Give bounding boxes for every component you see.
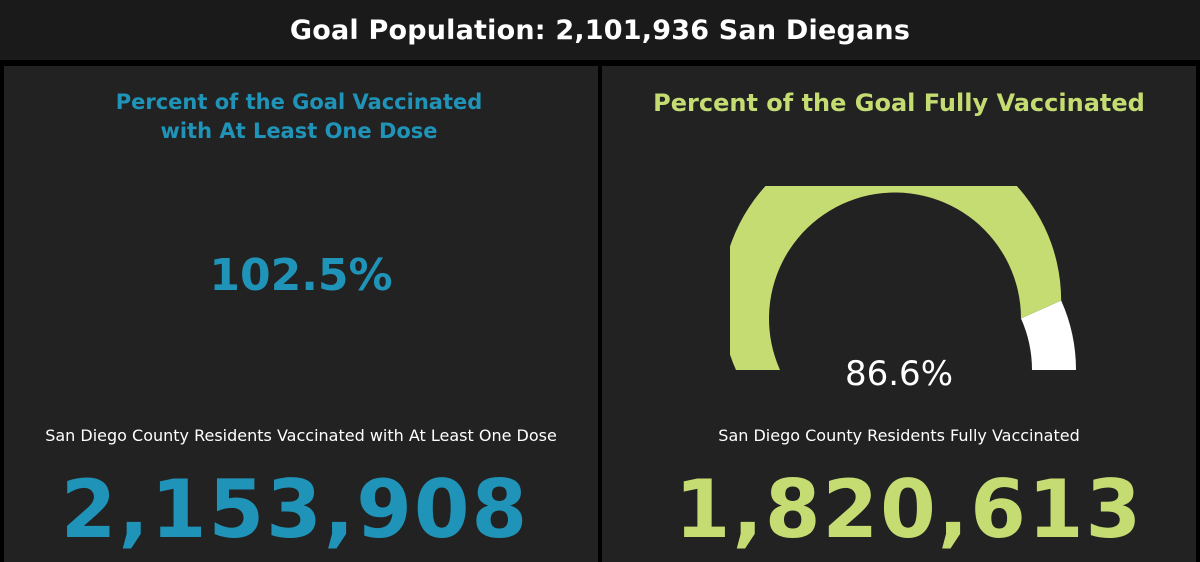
one-dose-title-line1: Percent of the Goal Vaccinated	[115, 90, 483, 114]
fully-vaccinated-panel-title: Percent of the Goal Fully Vaccinated	[653, 89, 1145, 117]
fully-vaccinated-panel: Percent of the Goal Fully Vaccinated 86.…	[602, 66, 1196, 562]
one-dose-panel: Percent of the Goal Vaccinated with At L…	[4, 66, 598, 562]
one-dose-title-line2: with At Least One Dose	[160, 119, 438, 143]
one-dose-percent: 102.5%	[209, 250, 393, 301]
fully-vaccinated-count: 1,820,613	[674, 463, 1144, 556]
one-dose-caption: San Diego County Residents Vaccinated wi…	[45, 426, 557, 445]
gauge-remainder-arc	[1020, 300, 1076, 370]
gauge-value-label: 86.6%	[844, 354, 953, 394]
goal-population-title: Goal Population: 2,101,936 San Diegans	[289, 14, 911, 46]
one-dose-panel-title: Percent of the Goal Vaccinated with At L…	[4, 88, 596, 146]
fully-vaccinated-caption: San Diego County Residents Fully Vaccina…	[718, 426, 1080, 445]
gauge-fill-arc	[730, 186, 1062, 370]
dashboard-header: Goal Population: 2,101,936 San Diegans	[0, 0, 1200, 60]
fully-vaccinated-gauge	[730, 186, 1076, 370]
one-dose-count: 2,153,908	[60, 463, 530, 556]
